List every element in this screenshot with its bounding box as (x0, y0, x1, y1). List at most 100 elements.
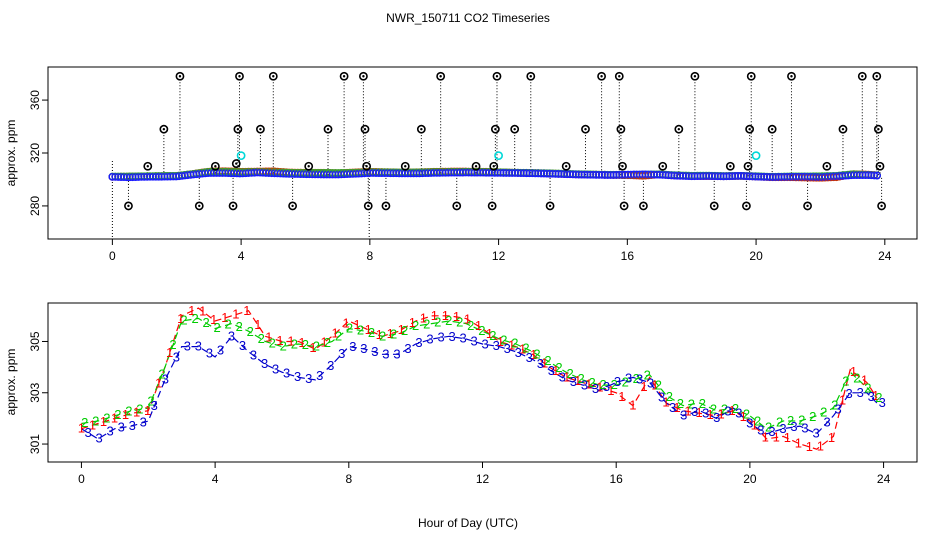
series-2-marker: 2 (346, 321, 353, 336)
series-1-marker: 1 (287, 333, 294, 348)
series-2-marker: 2 (489, 328, 496, 343)
outlier-point-center (529, 75, 532, 78)
series-1-marker: 1 (100, 414, 107, 429)
panel-top-y-axis: 280 320 360 (28, 90, 48, 216)
series-3-marker: 3 (206, 345, 213, 360)
series-2-marker: 2 (710, 401, 717, 416)
series-3-marker: 3 (603, 379, 610, 394)
outlier-point-center (618, 75, 621, 78)
series-1-marker: 1 (872, 388, 879, 403)
series-2-marker: 2 (379, 328, 386, 343)
outlier-point-center (291, 204, 294, 208)
series-3-marker: 3 (360, 341, 367, 356)
outlier-point (725, 161, 735, 171)
series-2-marker: 2 (225, 317, 232, 332)
outlier-point-center (622, 204, 626, 208)
top-x-tick-label: 8 (367, 249, 374, 263)
series-3-marker: 3 (294, 369, 301, 384)
outlier-point (742, 201, 751, 211)
outlier-point (381, 201, 391, 211)
series-3-marker: 3 (669, 400, 676, 415)
outlier-point (210, 161, 220, 171)
series-2-marker: 2 (169, 337, 176, 352)
bottom-y-tick-label: 305 (28, 331, 42, 351)
series-2-marker: 2 (809, 409, 816, 424)
series-2-marker: 2 (500, 332, 507, 347)
outlier-point-center (367, 204, 370, 208)
outlier-point-center (455, 204, 458, 208)
series-3-marker: 3 (548, 363, 555, 378)
outlier-point-center (420, 127, 423, 131)
outlier-point (359, 71, 368, 81)
series-3-marker: 3 (879, 395, 886, 410)
panel-top-outlier-points (124, 71, 886, 211)
series-3-marker: 3 (448, 329, 455, 344)
series-3-marker: 3 (272, 361, 279, 376)
series-1-marker: 1 (265, 329, 272, 344)
series-2-marker: 2 (401, 323, 408, 338)
series-3-marker: 3 (250, 348, 257, 363)
outlier-point (268, 71, 278, 81)
outlier-point-center (404, 165, 407, 168)
top-y-tick-label: 360 (28, 90, 42, 110)
series-3-marker: 3 (482, 336, 489, 351)
series-1-marker: 1 (662, 395, 669, 410)
outlier-point-center (474, 165, 478, 168)
series-2-marker: 2 (555, 360, 562, 375)
series-3-marker: 3 (107, 424, 114, 439)
bottom-x-tick-label: 0 (78, 472, 85, 486)
series-1-marker: 1 (673, 400, 680, 415)
series-1-marker: 1 (806, 439, 813, 454)
series-1-marker: 1 (155, 376, 162, 391)
outlier-point (492, 71, 502, 81)
outlier-point-center (564, 165, 568, 168)
series-1-marker: 1 (398, 322, 405, 337)
series-3-point (870, 171, 879, 180)
bottom-x-tick-label: 20 (743, 472, 757, 486)
panel-bottom-x-axis: 0 4 8 12 16 20 24 (78, 462, 891, 486)
outlier-point-center (677, 127, 681, 131)
bottom-x-tick-label: 24 (877, 472, 891, 486)
series-2-marker: 2 (600, 377, 607, 392)
series-2-marker: 2 (81, 415, 88, 430)
outlier-point (323, 124, 333, 134)
series-2-marker: 2 (103, 410, 110, 425)
outlier-point (362, 161, 372, 171)
outlier-point (487, 201, 497, 211)
series-3-marker: 3 (757, 422, 764, 437)
series-1-marker: 1 (365, 322, 372, 337)
series-3-marker: 3 (680, 408, 687, 423)
outlier-point (436, 71, 446, 81)
series-2-marker: 2 (368, 325, 375, 340)
series-1-marker: 1 (188, 303, 195, 318)
series-1-marker: 1 (773, 429, 780, 444)
outlier-point-center (494, 127, 497, 131)
bottom-x-tick-label: 12 (476, 472, 490, 486)
outlier-point (745, 124, 755, 134)
series-1-marker: 1 (563, 370, 570, 385)
series-2-marker: 2 (147, 394, 154, 409)
series-1-marker: 1 (519, 342, 526, 357)
top-x-tick-label: 12 (492, 249, 506, 263)
series-1-marker: 1 (629, 398, 636, 413)
series-3-marker: 3 (812, 425, 819, 440)
series-1-marker: 1 (729, 403, 736, 418)
series-3-marker: 3 (173, 349, 180, 364)
outlier-point-center (861, 75, 864, 78)
outlier-point (400, 161, 410, 171)
outlier-point-center (875, 75, 878, 78)
outlier-point (194, 201, 204, 211)
outlier-point-center (770, 127, 774, 131)
outlier-point (614, 71, 624, 81)
outlier-point (787, 71, 796, 81)
series-1-marker: 1 (695, 405, 702, 420)
series-3-marker: 3 (96, 430, 103, 445)
series-2-marker: 2 (302, 337, 309, 352)
outlier-point-center (880, 204, 883, 208)
outlier-point (674, 124, 684, 134)
series-2-marker: 2 (776, 415, 783, 430)
series-3-marker: 3 (625, 371, 632, 386)
series-2-marker: 2 (423, 316, 430, 331)
top-x-tick-label: 16 (621, 249, 635, 263)
